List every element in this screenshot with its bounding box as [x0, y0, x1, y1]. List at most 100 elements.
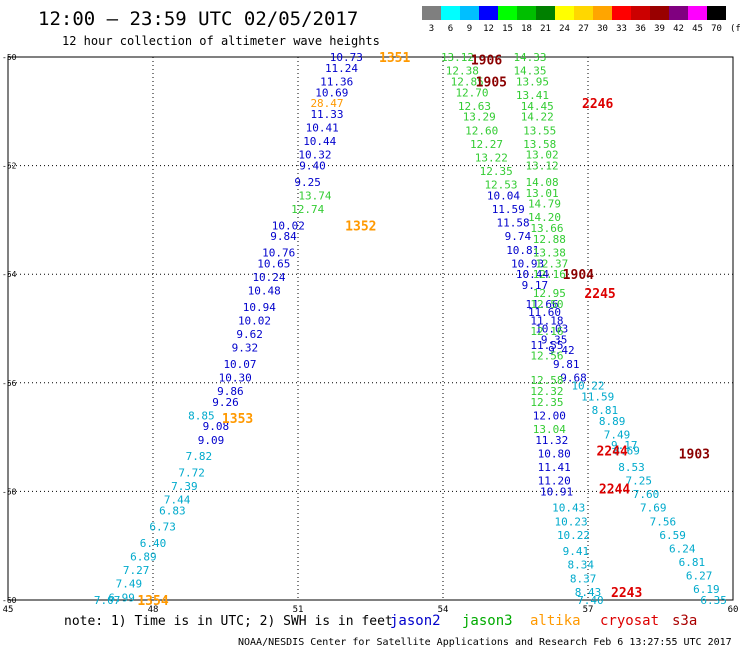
point-jason2: 11.32 [535, 434, 568, 447]
point-jason2: 11.66 [526, 298, 559, 311]
point-cryosat: 7.07 [94, 594, 121, 607]
time-label: 2243 [611, 586, 642, 601]
point-jason2: 11.58 [497, 217, 530, 230]
point-jason3: 12.56 [530, 350, 563, 363]
point-cryosat: 8.34 [568, 559, 595, 572]
colorbar-swatch [517, 6, 536, 20]
point-jason2: 10.24 [252, 271, 285, 284]
point-jason3: 13.04 [533, 423, 566, 436]
colorbar-label: 18 [521, 24, 532, 34]
time-label: 1351 [379, 51, 410, 66]
point-jason2: 10.76 [262, 246, 295, 259]
chart-subtitle: 12 hour collection of altimeter wave hei… [62, 34, 380, 48]
point-jason2: 9.86 [217, 385, 244, 398]
point-jason3: 13.55 [523, 124, 556, 137]
point-jason3: 13.12 [526, 160, 559, 173]
point-cryosat: 7.82 [186, 450, 213, 463]
point-cryosat: 10.43 [552, 502, 585, 515]
axis-ticks: 45 48 51 54 57 60 -50 -52 -54 -56 -58 -60 [2, 53, 738, 615]
colorbar-label: 6 [448, 24, 453, 34]
colorbar-swatch [498, 6, 517, 20]
colorbar-swatch [460, 6, 479, 20]
point-cryosat: 10.22 [557, 529, 590, 542]
point-cryosat: 7.44 [164, 494, 191, 507]
x-tick-label: 45 [3, 605, 14, 615]
point-cryosat: 10.22 [571, 380, 604, 393]
chart-title: 12:00 – 23:59 UTC 02/05/2017 [38, 8, 359, 30]
colorbar-swatch [479, 6, 498, 20]
point-jason2: 9.09 [198, 434, 225, 447]
point-jason3: 13.95 [516, 75, 549, 88]
legend-altika: altika [530, 613, 581, 629]
point-altika: 28.47 [310, 97, 343, 110]
point-cryosat: 6.40 [140, 537, 167, 550]
point-jason2: 11.20 [538, 475, 571, 488]
point-cryosat: 8.37 [570, 572, 597, 585]
point-cryosat: 9.17 [611, 439, 638, 452]
y-tick-label: -54 [2, 270, 17, 279]
y-tick-label: -50 [2, 53, 17, 62]
x-tick-label: 54 [438, 605, 449, 615]
point-cryosat: 9.41 [563, 545, 590, 558]
point-cryosat: 6.19 [693, 583, 720, 596]
colorbar-label: 70 [711, 24, 722, 34]
point-jason2: 10.91 [540, 485, 573, 498]
point-cryosat: 10.23 [555, 515, 588, 528]
legend-s3a: s3a [672, 613, 697, 629]
point-cryosat: 8.81 [592, 404, 619, 417]
point-jason3: 12.74 [291, 203, 324, 216]
point-jason2: 12.00 [533, 409, 566, 422]
point-jason2: 9.08 [203, 420, 230, 433]
point-jason3: 14.22 [521, 111, 554, 124]
point-jason3: 12.35 [530, 396, 563, 409]
point-cryosat: 7.69 [640, 502, 667, 515]
x-tick-label: 60 [728, 605, 739, 615]
point-jason2: 10.30 [219, 371, 252, 384]
colorbar-label: 42 [673, 24, 684, 34]
point-cryosat: 6.27 [686, 570, 713, 583]
point-jason3: 13.22 [475, 151, 508, 164]
colorbar-label: 9 [467, 24, 472, 34]
point-jason2: 10.94 [243, 301, 276, 314]
point-cryosat: 6.89 [130, 551, 157, 564]
point-cryosat: 8.69 [613, 445, 640, 458]
point-jason3: 12.16 [533, 268, 566, 281]
point-jason3: 12.85 [451, 75, 484, 88]
legend-cryosat: cryosat [600, 613, 659, 629]
point-jason2: 9.74 [505, 230, 532, 243]
point-jason2: 11.41 [538, 461, 571, 474]
point-jason2: 9.26 [212, 396, 239, 409]
point-jason3: 13.66 [530, 222, 563, 235]
point-jason2: 11.55 [530, 339, 563, 352]
point-jason3: 13.12 [441, 51, 474, 64]
point-cryosat: 7.40 [577, 594, 604, 607]
colorbar-label: 21 [540, 24, 551, 34]
point-jason3: 14.45 [521, 100, 554, 113]
colorbar-swatch [631, 6, 650, 20]
point-jason3: 12.88 [533, 233, 566, 246]
point-jason3: 12.60 [465, 124, 498, 137]
point-jason2: 10.69 [315, 86, 348, 99]
x-tick-label: 51 [293, 605, 304, 615]
y-tick-label: -58 [2, 487, 17, 496]
point-cryosat: 7.27 [123, 564, 150, 577]
colorbar-swatch [593, 6, 612, 20]
colorbar-swatch [422, 6, 441, 20]
point-jason2: 11.24 [325, 62, 358, 75]
point-jason2: 11.59 [492, 203, 525, 216]
point-jason2: 10.44 [303, 135, 336, 148]
point-jason3: 12.27 [470, 138, 503, 151]
point-jason2: 9.40 [299, 160, 326, 173]
colorbar-swatch [441, 6, 460, 20]
point-jason2: 9.81 [553, 358, 580, 371]
point-jason2: 9.84 [270, 230, 297, 243]
colorbar-swatch [536, 6, 555, 20]
colorbar-swatch [574, 6, 593, 20]
point-jason3: 12.35 [480, 165, 513, 178]
point-jason2: 9.32 [232, 342, 259, 355]
point-jason3: 13.74 [298, 189, 331, 202]
colorbar-swatch [669, 6, 688, 20]
point-cryosat: 8.85 [188, 409, 215, 422]
y-tick-label: -60 [2, 596, 17, 605]
